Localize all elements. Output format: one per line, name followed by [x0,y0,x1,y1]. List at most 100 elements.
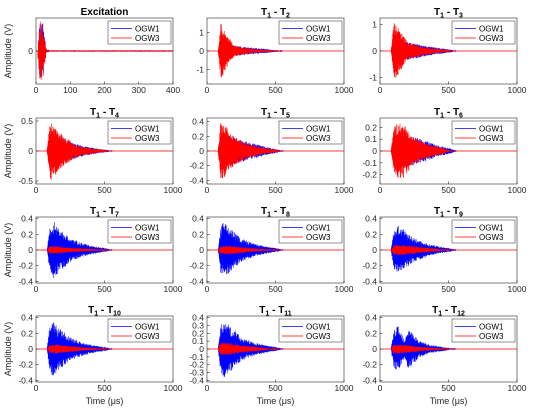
x-tick-label: 0 [34,185,39,195]
subplot-title: T1 - T10 [88,305,121,318]
y-tick-label: 0.2 [21,328,33,338]
subplot-title: T1 - T2 [261,7,290,20]
y-tick-label: -0.1 [362,158,377,168]
legend-label-ogw1: OGW1 [135,25,160,34]
title-letter: T [453,206,459,217]
x-tick-label: 1000 [164,383,183,393]
title-letter: T [261,206,267,217]
series-ogw3 [46,246,108,254]
legend-label-ogw3: OGW3 [479,134,504,143]
title-subscript: 5 [286,113,290,120]
x-tick-label: 500 [97,383,111,393]
y-tick-label: 0.4 [365,313,377,323]
y-tick-label: -0.4 [362,375,377,385]
x-tick-label: 1000 [335,85,354,95]
legend-label-ogw1: OGW1 [306,25,331,34]
legend-label-ogw1: OGW1 [306,224,331,233]
y-tick-label: -0.4 [189,276,204,286]
x-tick-label: 500 [441,185,455,195]
legend-label-ogw1: OGW1 [306,323,331,332]
x-tick-label: 0 [378,383,383,393]
x-tick-label: 0 [378,185,383,195]
x-tick-label: 500 [268,383,282,393]
title-letter: T [90,107,96,118]
series-ogw1 [390,225,457,272]
legend-label-ogw1: OGW1 [479,25,504,34]
title-letter: T [261,7,267,18]
series-ogw3 [390,344,452,354]
x-tick-label: 400 [166,85,180,95]
y-axis-label: Amplitude (V) [3,322,13,377]
title-subscript: 9 [459,212,463,219]
y-axis-label: Amplitude (V) [3,124,13,179]
x-tick-label: 1000 [508,185,527,195]
series-ogw1 [217,323,284,378]
x-tick-label: 0 [34,284,39,294]
series-ogw3 [217,342,279,356]
y-tick-label: 0.1 [192,336,204,346]
title-dash: - [100,107,109,118]
x-tick-label: 500 [268,85,282,95]
title-subscript: 1 [440,13,444,20]
x-tick-label: 0 [378,85,383,95]
plot-area [380,326,517,370]
y-tick-label: 0 [199,146,204,156]
title-subscript: 11 [284,311,292,318]
subplot-title: T1 - T11 [259,305,292,318]
x-tick-label: 1000 [335,383,354,393]
y-tick-label: 0 [372,344,377,354]
y-tick-label: 0 [199,344,204,354]
y-tick-label: -0.2 [189,261,204,271]
y-tick-label: 0.3 [192,320,204,330]
title-dash: - [271,206,280,217]
title-dash: - [271,107,280,118]
series-ogw1 [46,322,113,376]
legend-label-ogw3: OGW3 [479,34,504,43]
y-tick-label: 0 [28,344,33,354]
x-tick-label: 1000 [164,185,183,195]
y-tick-label: -0.2 [189,360,204,370]
x-tick-label: 0 [205,284,210,294]
legend-label-ogw3: OGW3 [306,134,331,143]
y-tick-label: 0.4 [192,313,204,323]
title-subscript: 1 [267,113,271,120]
title-subscript: 1 [94,311,98,318]
title-letter: T [280,107,286,118]
title-subscript: 1 [267,212,271,219]
legend-label-ogw1: OGW1 [135,125,160,134]
title-letter: T [432,305,438,316]
title-letter: T [90,206,96,217]
title-subscript: 4 [115,113,119,120]
plot-area [207,323,344,378]
y-tick-label: 0.2 [192,328,204,338]
subplot-title: Excitation [81,7,129,18]
legend-label-ogw3: OGW3 [479,332,504,341]
x-tick-label: 0 [378,284,383,294]
subplot-title: T1 - T8 [261,206,290,219]
title-subscript: 3 [459,13,463,20]
title-letter: T [451,305,457,316]
title-letter: T [280,206,286,217]
legend-label-ogw1: OGW1 [306,125,331,134]
y-tick-label: -0.2 [189,161,204,171]
title-letter: T [259,305,265,316]
title-letter: T [109,107,115,118]
series-ogw3 [390,244,452,256]
x-axis-label: Time (μs) [257,396,295,406]
legend-label-ogw3: OGW3 [306,34,331,43]
title-letter: T [434,206,440,217]
